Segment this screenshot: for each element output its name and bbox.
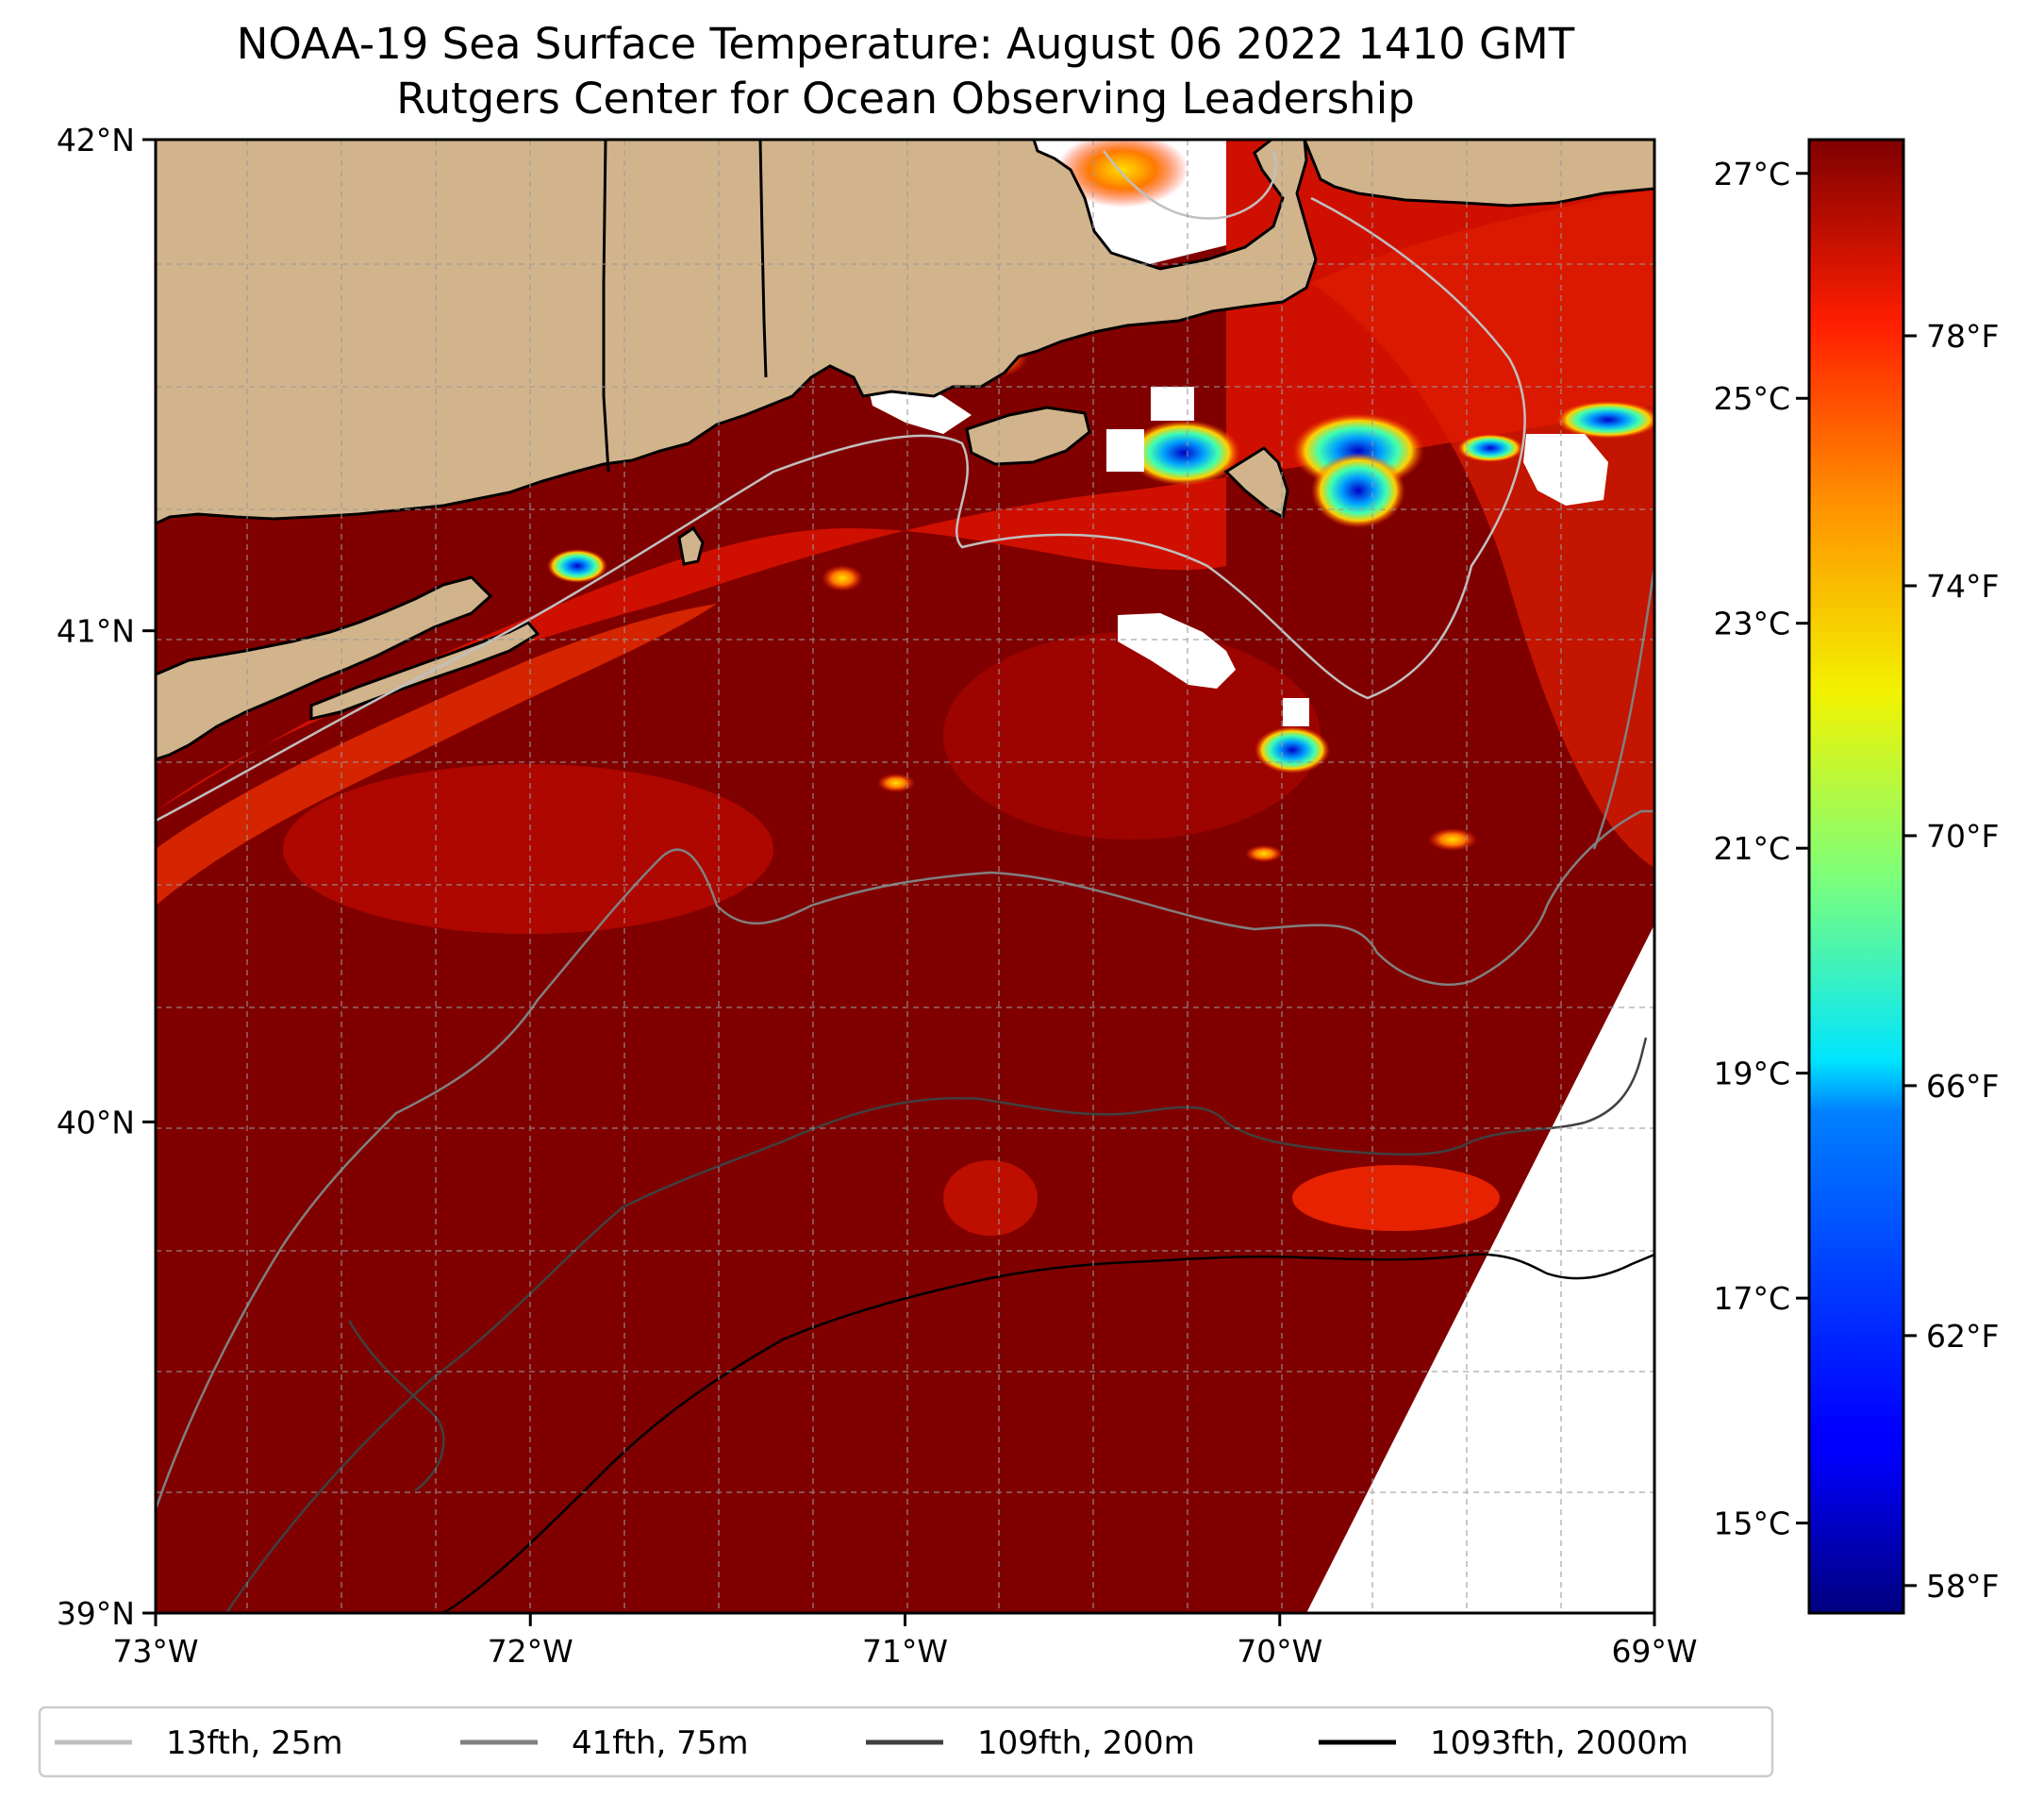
- sst-east-band: [1311, 189, 1654, 868]
- cloud-mask: [1523, 434, 1608, 506]
- sst-cold-spot: [1457, 434, 1523, 462]
- sst-cold-spot: [1255, 726, 1330, 774]
- sst-warm-spot: [1245, 845, 1283, 862]
- sst-cold-spot: [1556, 401, 1654, 439]
- sst-nearshore-band: [156, 604, 717, 906]
- land-block-island: [677, 525, 705, 566]
- sst-warm-patch: [943, 1160, 1038, 1236]
- celsius-tick-label: 23°C: [1713, 606, 1790, 642]
- colorbar-celsius-ticks: 27°C 25°C 23°C 21°C 19°C 17°C 15°C: [1713, 156, 1809, 1542]
- sst-warm-spot: [877, 774, 915, 792]
- x-tick-label: 73°W: [112, 1633, 198, 1670]
- legend-label: 41fth, 75m: [572, 1724, 749, 1762]
- isobath-25m: [156, 196, 1526, 823]
- y-tick-label: 40°N: [57, 1104, 135, 1140]
- land-cape-cod: [1303, 140, 1654, 208]
- cloud-mask: [1106, 429, 1144, 472]
- sst-warm-spot: [1428, 828, 1477, 851]
- sst-warm-patch: [1292, 1165, 1500, 1231]
- y-tick-label: 42°N: [57, 122, 135, 158]
- map-title-line-1: NOAA-19 Sea Surface Temperature: August …: [236, 19, 1575, 69]
- sst-shelf-band: [156, 140, 1654, 811]
- x-tick-label: 70°W: [1237, 1633, 1322, 1670]
- isobath-25m-cape: [1103, 150, 1277, 220]
- fahrenheit-tick-label: 66°F: [1926, 1068, 1999, 1105]
- map-title-line-2: Rutgers Center for Ocean Observing Leade…: [396, 74, 1415, 124]
- celsius-tick-label: 19°C: [1713, 1056, 1790, 1092]
- map-panel: [156, 140, 1654, 1613]
- x-tick-label: 71°W: [862, 1633, 948, 1670]
- fahrenheit-tick-label: 62°F: [1926, 1318, 1999, 1355]
- gridlines: [156, 140, 1654, 1613]
- sst-warm-patch: [943, 632, 1321, 840]
- fahrenheit-tick-label: 78°F: [1926, 318, 1999, 355]
- sst-cold-spot: [547, 549, 607, 583]
- x-tick-label: 69°W: [1611, 1633, 1697, 1670]
- legend-label: 13fth, 25m: [166, 1724, 343, 1762]
- y-axis-ticks: 42°N 41°N 40°N 39°N: [57, 122, 156, 1632]
- celsius-tick-label: 17°C: [1713, 1280, 1790, 1317]
- fahrenheit-tick-label: 70°F: [1926, 818, 1999, 855]
- sst-cold-spot: [1311, 453, 1405, 528]
- state-boundary: [758, 140, 768, 378]
- contour-legend: 13fth, 25m 41fth, 75m 109fth, 200m 1093fth,…: [55, 1724, 1688, 1762]
- x-axis-ticks: 73°W 72°W 71°W 70°W 69°W: [112, 1613, 1698, 1670]
- y-tick-label: 39°N: [57, 1595, 135, 1632]
- legend-label: 1093fth, 2000m: [1430, 1724, 1688, 1762]
- isobath-75m-east: [1592, 565, 1654, 850]
- celsius-tick-label: 15°C: [1713, 1506, 1790, 1542]
- colorbar-fahrenheit-ticks: 78°F 74°F 70°F 66°F 62°F 58°F: [1903, 318, 1999, 1605]
- fahrenheit-tick-label: 74°F: [1926, 568, 1999, 605]
- cloud-mask: [1283, 698, 1309, 726]
- land-marthas-vineyard: [965, 406, 1091, 466]
- state-boundary: [602, 140, 610, 473]
- cloud-mask: [1118, 613, 1236, 689]
- land-nantucket: [1223, 446, 1289, 520]
- sst-warm-spot: [822, 565, 863, 591]
- land-long-island: [156, 575, 493, 761]
- land-mainland: [156, 140, 1318, 525]
- sst-warm-patch: [283, 764, 773, 934]
- legend-label: 109fth, 200m: [977, 1724, 1195, 1762]
- colorbar: [1807, 138, 1905, 1615]
- isobath-200m: [224, 1037, 1648, 1613]
- isobath-75m: [156, 809, 1654, 1510]
- celsius-tick-label: 27°C: [1713, 156, 1790, 192]
- y-tick-label: 41°N: [57, 613, 135, 650]
- x-tick-label: 72°W: [488, 1633, 573, 1670]
- sst-cold-spot: [1127, 420, 1240, 486]
- celsius-tick-label: 21°C: [1713, 830, 1790, 867]
- celsius-tick-label: 25°C: [1713, 380, 1790, 417]
- fahrenheit-tick-label: 58°F: [1926, 1568, 1999, 1605]
